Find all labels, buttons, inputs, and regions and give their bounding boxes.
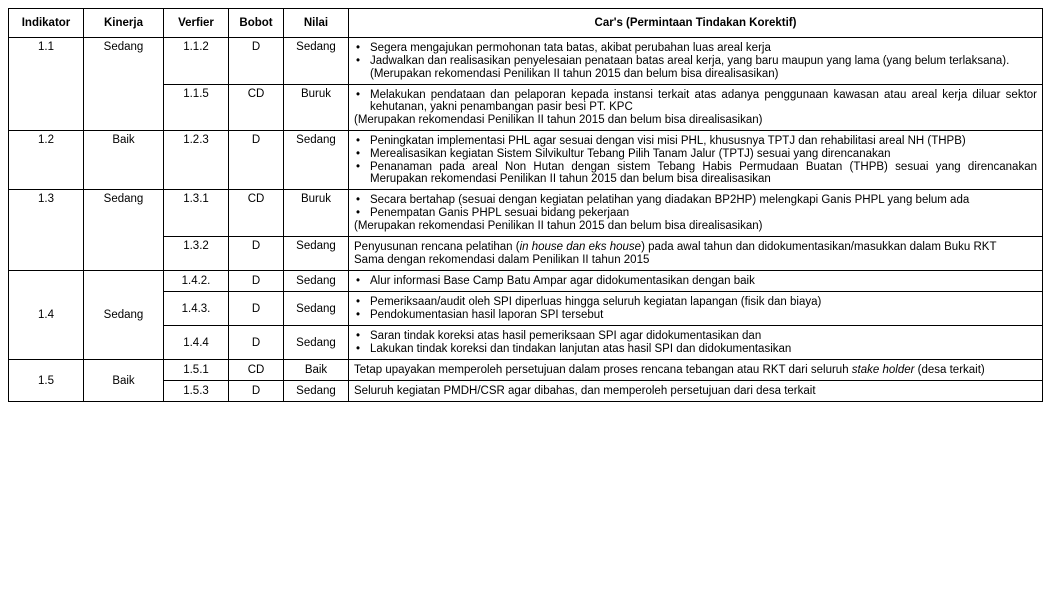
cell-bobot: CD [229,360,284,381]
cell-indikator: 1.3 [9,190,84,271]
bullet-item: Penanaman pada areal Non Hutan dengan si… [366,161,1037,185]
cell-nilai: Sedang [284,38,349,85]
cell-bobot: CD [229,85,284,131]
bullet-item: Merealisasikan kegiatan Sistem Silvikult… [366,148,1037,160]
cell-indikator: 1.4 [9,271,84,360]
italic-text: in house dan eks house [520,241,641,253]
col-cars: Car's (Permintaan Tindakan Korektif) [349,9,1043,38]
table-row: 1.1 Sedang 1.1.2 D Sedang Segera mengaju… [9,38,1043,85]
cell-verifier: 1.4.3. [164,292,229,326]
cell-nilai: Sedang [284,381,349,402]
cell-indikator: 1.2 [9,131,84,190]
cell-bobot: D [229,381,284,402]
header-row: Indikator Kinerja Verfier Bobot Nilai Ca… [9,9,1043,38]
cell-bobot: D [229,326,284,360]
cell-verifier: 1.4.2. [164,271,229,292]
plain-text: Seluruh kegiatan PMDH/CSR agar dibahas, … [354,385,1037,397]
cell-bobot: D [229,271,284,292]
cell-cars: Melakukan pendataan dan pelaporan kepada… [349,85,1043,131]
cell-bobot: D [229,292,284,326]
cell-bobot: D [229,237,284,271]
bullet-item: Lakukan tindak koreksi dan tindakan lanj… [366,343,1037,355]
assessment-table: Indikator Kinerja Verfier Bobot Nilai Ca… [8,8,1043,402]
table-row: 1.4 Sedang 1.4.2. D Sedang Alur informas… [9,271,1043,292]
bullet-item: Melakukan pendataan dan pelaporan kepada… [366,89,1037,113]
cell-kinerja: Baik [84,131,164,190]
cell-cars: Secara bertahap (sesuai dengan kegiatan … [349,190,1043,237]
cell-cars: Tetap upayakan memperoleh persetujuan da… [349,360,1043,381]
text-fragment: ) pada awal tahun dan didokumentasikan/m… [641,241,996,253]
cell-kinerja: Baik [84,360,164,402]
note-text: (Merupakan rekomendasi Penilikan II tahu… [354,68,1037,80]
cell-nilai: Sedang [284,292,349,326]
text-fragment: (desa terkait) [914,364,984,376]
cell-verifier: 1.3.2 [164,237,229,271]
col-bobot: Bobot [229,9,284,38]
cell-bobot: D [229,38,284,85]
table-row: 1.1.5 CD Buruk Melakukan pendataan dan p… [9,85,1043,131]
bullet-item: Segera mengajukan permohonan tata batas,… [366,42,1037,54]
cell-kinerja: Sedang [84,271,164,360]
cell-nilai: Sedang [284,271,349,292]
bullet-item: Jadwalkan dan realisasikan penyelesaian … [366,55,1037,67]
cell-cars: Peningkatan implementasi PHL agar sesuai… [349,131,1043,190]
cell-verifier: 1.1.5 [164,85,229,131]
cell-verifier: 1.5.3 [164,381,229,402]
italic-text: stake holder [852,364,915,376]
table-row: 1.5 Baik 1.5.1 CD Baik Tetap upayakan me… [9,360,1043,381]
cell-nilai: Buruk [284,85,349,131]
bullet-item: Pemeriksaan/audit oleh SPI diperluas hin… [366,296,1037,308]
col-indikator: Indikator [9,9,84,38]
cell-verifier: 1.2.3 [164,131,229,190]
cell-kinerja: Sedang [84,38,164,131]
plain-text: Penyusunan rencana pelatihan (in house d… [354,241,1037,253]
cell-nilai: Sedang [284,326,349,360]
cell-cars: Penyusunan rencana pelatihan (in house d… [349,237,1043,271]
bullet-item: Peningkatan implementasi PHL agar sesuai… [366,135,1037,147]
cell-verifier: 1.5.1 [164,360,229,381]
text-fragment: Penyusunan rencana pelatihan ( [354,241,520,253]
cell-verifier: 1.1.2 [164,38,229,85]
plain-text: Tetap upayakan memperoleh persetujuan da… [354,364,1037,376]
cell-indikator: 1.1 [9,38,84,131]
table-row: 1.4.4 D Sedang Saran tindak koreksi atas… [9,326,1043,360]
table-row: 1.3.2 D Sedang Penyusunan rencana pelati… [9,237,1043,271]
note-text: (Merupakan rekomendasi Penilikan II tahu… [354,114,1037,126]
cell-nilai: Sedang [284,131,349,190]
bullet-item: Pendokumentasian hasil laporan SPI terse… [366,309,1037,321]
cell-nilai: Sedang [284,237,349,271]
col-kinerja: Kinerja [84,9,164,38]
cell-indikator: 1.5 [9,360,84,402]
bullet-item: Penempatan Ganis PHPL sesuai bidang peke… [366,207,1037,219]
bullet-item: Alur informasi Base Camp Batu Ampar agar… [366,275,1037,287]
cell-cars: Pemeriksaan/audit oleh SPI diperluas hin… [349,292,1043,326]
note-text: (Merupakan rekomendasi Penilikan II tahu… [354,220,1037,232]
cell-nilai: Baik [284,360,349,381]
cell-bobot: CD [229,190,284,237]
col-verifier: Verfier [164,9,229,38]
cell-cars: Alur informasi Base Camp Batu Ampar agar… [349,271,1043,292]
table-row: 1.3 Sedang 1.3.1 CD Buruk Secara bertaha… [9,190,1043,237]
bullet-item: Saran tindak koreksi atas hasil pemeriks… [366,330,1037,342]
col-nilai: Nilai [284,9,349,38]
plain-text: Sama dengan rekomendasi dalam Penilikan … [354,254,1037,266]
table-row: 1.2 Baik 1.2.3 D Sedang Peningkatan impl… [9,131,1043,190]
table-row: 1.5.3 D Sedang Seluruh kegiatan PMDH/CSR… [9,381,1043,402]
cell-verifier: 1.3.1 [164,190,229,237]
cell-bobot: D [229,131,284,190]
cell-cars: Seluruh kegiatan PMDH/CSR agar dibahas, … [349,381,1043,402]
table-row: 1.4.3. D Sedang Pemeriksaan/audit oleh S… [9,292,1043,326]
bullet-item: Secara bertahap (sesuai dengan kegiatan … [366,194,1037,206]
cell-verifier: 1.4.4 [164,326,229,360]
text-fragment: Tetap upayakan memperoleh persetujuan da… [354,364,852,376]
cell-cars: Saran tindak koreksi atas hasil pemeriks… [349,326,1043,360]
cell-cars: Segera mengajukan permohonan tata batas,… [349,38,1043,85]
cell-nilai: Buruk [284,190,349,237]
cell-kinerja: Sedang [84,190,164,271]
